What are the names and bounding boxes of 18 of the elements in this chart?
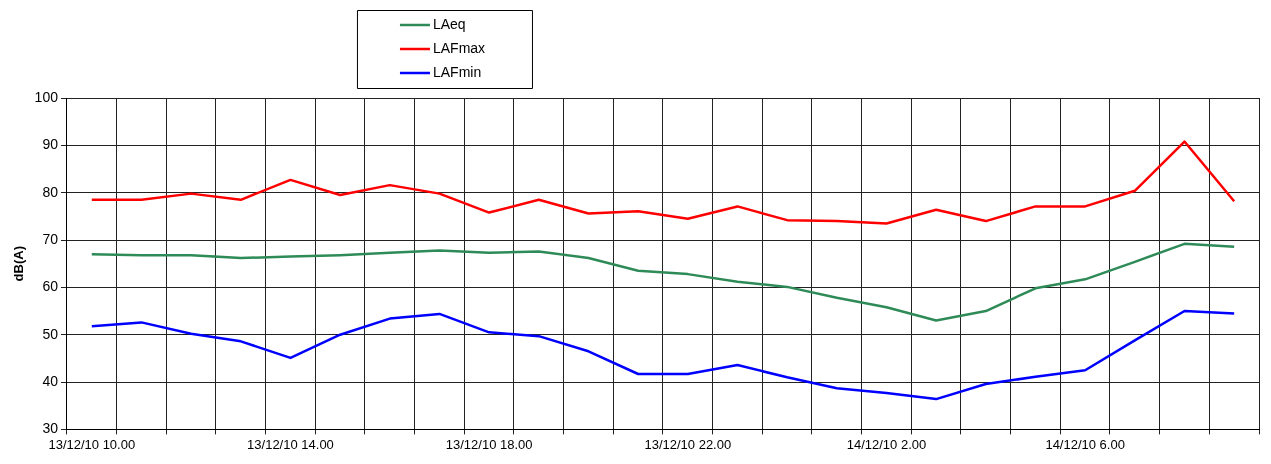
x-tick-label: 13/12/10 18.00 (445, 436, 533, 452)
y-tick-label: 60 (42, 278, 59, 295)
legend-label: LAFmin (432, 63, 482, 80)
x-tick-label: 13/12/10 14.00 (247, 436, 334, 452)
y-tick-label: 50 (42, 325, 59, 342)
x-tick-label: 13/12/10 10.00 (48, 436, 136, 452)
y-axis-title: dB(A) (11, 246, 27, 282)
legend-label: LAFmax (432, 39, 486, 56)
y-tick-label: 40 (42, 372, 59, 389)
x-tick-label: 13/12/10 22.00 (644, 436, 732, 452)
y-tick-label: 70 (42, 230, 59, 247)
y-tick-label: 100 (34, 88, 59, 105)
x-tick-label: 14/12/10 6.00 (1045, 436, 1125, 452)
y-tick-label: 80 (42, 183, 59, 200)
x-tick-label: 14/12/10 2.00 (846, 436, 927, 452)
legend-label: LAeq (432, 15, 466, 32)
y-tick-label: 90 (42, 136, 59, 153)
y-tick-label: 30 (42, 420, 59, 437)
